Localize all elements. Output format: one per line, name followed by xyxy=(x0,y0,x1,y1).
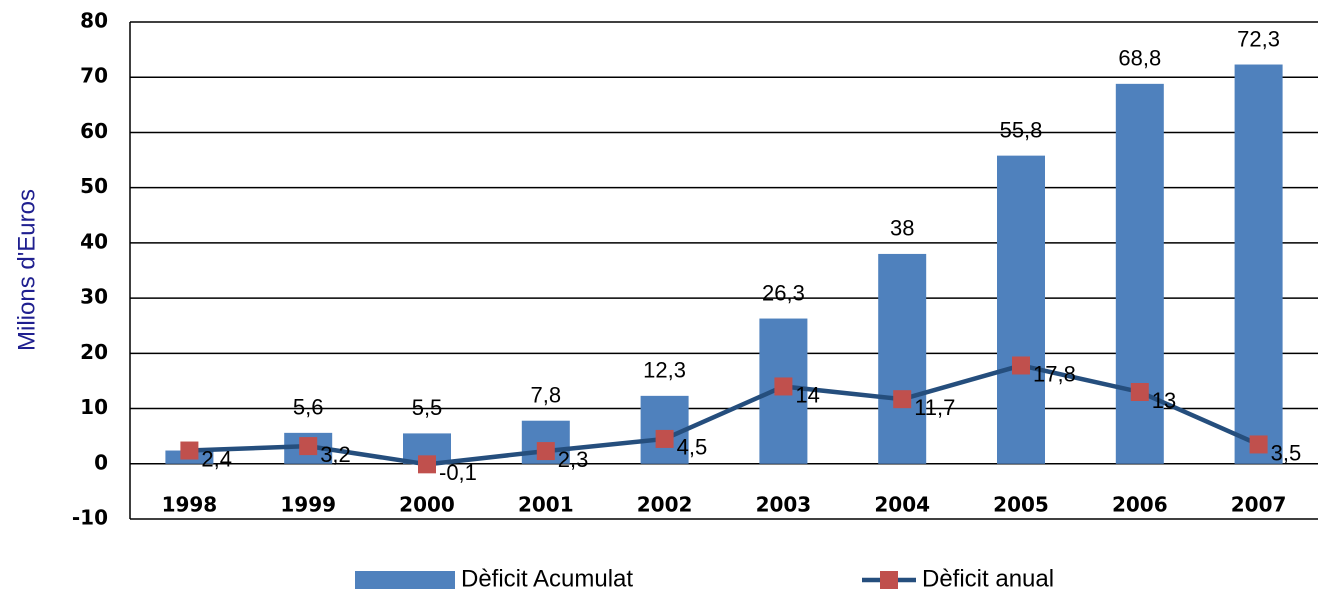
bar-value-label: 7,8 xyxy=(531,383,562,408)
bar xyxy=(878,253,927,464)
bar-value-label: 12,3 xyxy=(643,358,686,383)
line-value-label: 13 xyxy=(1152,388,1176,413)
legend-label: Dèficit Acumulat xyxy=(461,565,633,592)
x-tick-label: 1998 xyxy=(162,492,218,516)
y-tick-label: 30 xyxy=(80,285,108,309)
bar-value-label: 38 xyxy=(890,216,914,241)
marker xyxy=(180,441,199,460)
y-axis-title: Milions d'Euros xyxy=(13,189,40,351)
marker xyxy=(1130,382,1149,401)
legend-swatch xyxy=(355,571,455,589)
x-tick-label: 2002 xyxy=(637,492,693,516)
y-tick-label: -10 xyxy=(72,506,108,530)
bar-value-label: 5,5 xyxy=(412,395,443,420)
x-tick-label: 2006 xyxy=(1112,492,1168,516)
bar xyxy=(997,155,1045,464)
y-tick-label: 20 xyxy=(80,340,108,364)
x-tick-label: 1999 xyxy=(280,492,336,516)
marker xyxy=(893,390,912,409)
x-tick-label: 2004 xyxy=(874,492,930,516)
line-value-label: 14 xyxy=(795,382,819,407)
line xyxy=(189,363,1260,467)
y-tick-label: 60 xyxy=(80,119,108,143)
x-tick-label: 2005 xyxy=(993,492,1049,516)
legend-marker xyxy=(880,571,898,589)
line-value-label: 11,7 xyxy=(914,395,955,420)
line-value-label: 3,2 xyxy=(320,442,351,467)
marker xyxy=(299,437,318,456)
bar-value-label: 68,8 xyxy=(1118,46,1161,71)
line-value-label: 4,5 xyxy=(677,435,708,460)
y-tick-label: 70 xyxy=(80,64,108,88)
line-value-label: 2,4 xyxy=(201,446,232,471)
line-value-label: 3,5 xyxy=(1271,440,1302,465)
y-tick-label: 80 xyxy=(80,9,108,33)
bar-value-label: 72,3 xyxy=(1237,26,1280,51)
x-tick-label: 2007 xyxy=(1231,492,1287,516)
line-value-label: 2,3 xyxy=(558,447,589,472)
line-value-label: 17,8 xyxy=(1033,361,1076,386)
line-value-label: -0,1 xyxy=(439,460,477,485)
x-tick-label: 2001 xyxy=(518,492,574,516)
bar-value-label: 55,8 xyxy=(1000,117,1043,142)
bar-value-label: 5,6 xyxy=(293,395,324,420)
marker xyxy=(1012,356,1030,375)
bar xyxy=(1234,64,1283,464)
y-tick-label: 40 xyxy=(80,229,108,253)
y-tick-label: 0 xyxy=(94,450,108,474)
marker xyxy=(536,442,555,461)
x-tick-label: 2000 xyxy=(399,492,455,516)
x-tick-label: 2003 xyxy=(756,492,812,516)
y-tick-label: 50 xyxy=(80,174,108,198)
marker xyxy=(774,377,793,396)
bar-value-label: 26,3 xyxy=(762,280,805,305)
marker xyxy=(1249,435,1268,454)
y-tick-label: 10 xyxy=(80,395,108,419)
marker xyxy=(655,429,674,448)
marker xyxy=(418,455,436,474)
legend-label: Dèficit anual xyxy=(922,565,1054,592)
